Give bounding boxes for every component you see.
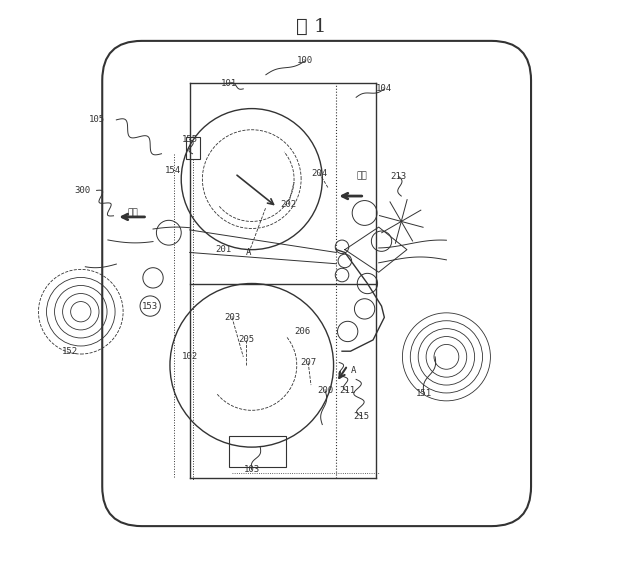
Text: 104: 104 [376,84,392,94]
Text: 200: 200 [317,386,333,395]
Text: 154: 154 [165,166,181,175]
Text: 213: 213 [391,172,407,181]
Text: 211: 211 [340,386,356,395]
Text: 300: 300 [75,186,91,195]
Text: 105: 105 [88,115,104,124]
Text: 155: 155 [182,135,198,144]
Text: 出側: 出側 [128,209,139,218]
Text: 201: 201 [215,245,231,254]
Text: 203: 203 [224,313,240,322]
Text: 215: 215 [354,412,370,421]
Bar [186,137,200,159]
Bar [229,436,285,467]
Text: 153: 153 [142,302,158,311]
Text: A: A [246,248,252,257]
Text: 206: 206 [294,327,310,336]
Text: 100: 100 [297,56,313,65]
Text: 152: 152 [62,346,78,356]
Text: 205: 205 [238,336,254,344]
Text: 図 1: 図 1 [296,18,326,36]
Text: 204: 204 [312,169,328,178]
Text: 103: 103 [244,465,260,474]
Text: 101: 101 [221,79,237,88]
Text: A: A [351,366,356,375]
Text: 入側: 入側 [356,172,367,181]
Text: 207: 207 [300,358,316,367]
Text: 102: 102 [182,352,198,361]
Text: 151: 151 [415,389,432,398]
Text: 202: 202 [281,200,297,209]
